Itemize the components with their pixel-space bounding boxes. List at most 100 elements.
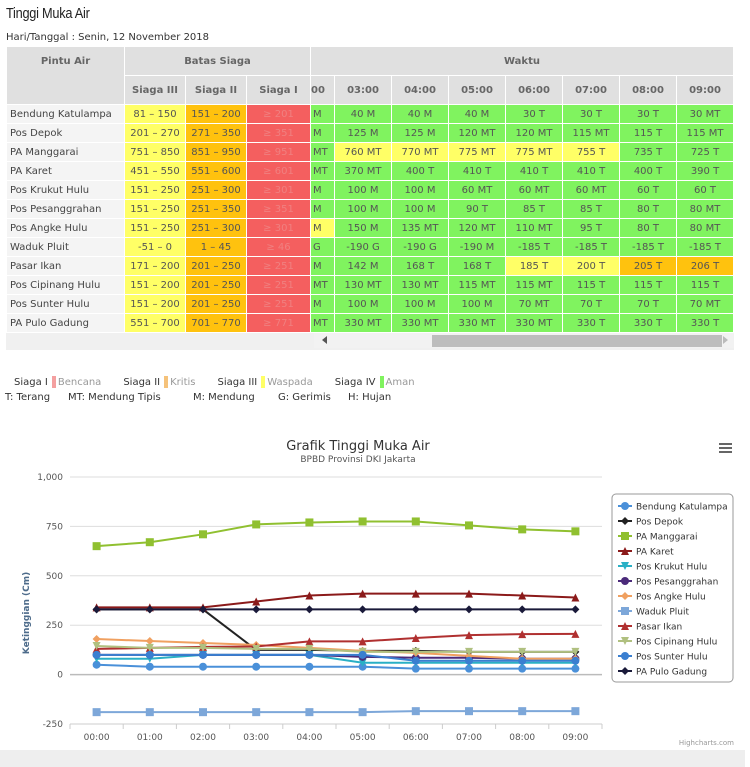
data-point[interactable] <box>518 647 527 656</box>
chart-legend-item[interactable]: Pos Cipinang Hulu <box>618 637 717 648</box>
data-point[interactable] <box>199 530 207 539</box>
data-point[interactable] <box>252 644 261 653</box>
chart-legend-item[interactable]: PA Pulo Gadung <box>618 667 707 678</box>
data-point[interactable] <box>252 520 261 529</box>
data-point[interactable] <box>518 605 527 614</box>
data-point[interactable] <box>92 660 101 669</box>
series-line[interactable] <box>96 608 576 653</box>
data-point[interactable] <box>92 542 101 551</box>
data-point[interactable] <box>305 650 314 659</box>
data-point[interactable] <box>305 644 314 653</box>
data-point[interactable] <box>465 605 473 614</box>
data-point[interactable] <box>199 708 207 717</box>
chart-legend-item[interactable]: PA Karet <box>618 547 674 558</box>
data-point[interactable] <box>465 589 473 598</box>
series-line[interactable] <box>96 653 576 664</box>
scrollbar-thumb[interactable] <box>432 335 722 347</box>
chart-legend-item[interactable]: Pos Angke Hulu <box>618 592 706 603</box>
data-point[interactable] <box>305 708 314 717</box>
chart-legend-item[interactable]: PA Manggarai <box>618 532 698 543</box>
data-point[interactable] <box>92 650 101 659</box>
data-point[interactable] <box>92 641 101 650</box>
data-point[interactable] <box>252 708 261 717</box>
chart-credits[interactable]: Highcharts.com <box>679 739 734 747</box>
chart-legend-item[interactable]: Pos Depok <box>618 517 684 528</box>
data-point[interactable] <box>92 635 101 644</box>
data-point[interactable] <box>411 656 420 665</box>
data-point[interactable] <box>92 605 101 614</box>
chart-legend-item[interactable]: Pasar Ikan <box>618 622 682 633</box>
series-line[interactable] <box>96 653 576 662</box>
data-point[interactable] <box>305 605 314 614</box>
data-point[interactable] <box>518 591 527 600</box>
data-point[interactable] <box>252 662 261 671</box>
chart-legend-item[interactable]: Waduk Pluit <box>618 607 689 618</box>
chart-legend-item[interactable]: Pos Sunter Hulu <box>618 652 708 663</box>
data-point[interactable] <box>411 605 420 614</box>
data-point[interactable] <box>571 527 580 536</box>
hamburger-menu-icon[interactable] <box>719 443 732 453</box>
data-point[interactable] <box>411 517 420 526</box>
data-point[interactable] <box>571 664 580 673</box>
data-point[interactable] <box>145 650 154 659</box>
data-point[interactable] <box>571 593 580 602</box>
data-point[interactable] <box>145 708 154 717</box>
data-point[interactable] <box>145 538 154 547</box>
data-point[interactable] <box>411 664 420 673</box>
data-point[interactable] <box>252 597 261 606</box>
data-point[interactable] <box>252 605 261 614</box>
data-point[interactable] <box>305 518 314 527</box>
data-point[interactable] <box>145 637 154 646</box>
data-point[interactable] <box>571 647 580 656</box>
data-point[interactable] <box>358 637 367 646</box>
data-point[interactable] <box>358 589 367 598</box>
chart-legend-item[interactable]: Pos Krukut Hulu <box>618 562 707 573</box>
data-point[interactable] <box>358 650 367 659</box>
data-point[interactable] <box>518 707 527 716</box>
data-point[interactable] <box>465 647 473 656</box>
series-line[interactable] <box>96 520 576 548</box>
data-point[interactable] <box>465 707 473 716</box>
series-line[interactable] <box>96 663 576 670</box>
data-point[interactable] <box>411 647 420 656</box>
data-point[interactable] <box>305 591 314 600</box>
data-point[interactable] <box>518 656 527 665</box>
data-point[interactable] <box>92 708 101 717</box>
data-point[interactable] <box>411 589 420 598</box>
data-point[interactable] <box>411 634 420 643</box>
scroll-right-arrow-icon[interactable] <box>723 336 728 344</box>
chart-legend-item[interactable]: Bendung Katulampa <box>618 502 728 513</box>
data-point[interactable] <box>145 605 154 614</box>
data-point[interactable] <box>518 664 527 673</box>
data-point[interactable] <box>199 643 207 652</box>
data-point[interactable] <box>305 637 314 646</box>
scroll-left-arrow-icon[interactable] <box>322 336 327 344</box>
data-point[interactable] <box>571 629 580 638</box>
data-point[interactable] <box>358 658 367 667</box>
data-point[interactable] <box>358 517 367 526</box>
data-point[interactable] <box>571 605 580 614</box>
data-point[interactable] <box>358 708 367 717</box>
series-line[interactable] <box>96 644 576 653</box>
data-point[interactable] <box>571 656 580 665</box>
data-point[interactable] <box>518 630 527 639</box>
data-point[interactable] <box>252 650 261 659</box>
data-point[interactable] <box>465 521 473 530</box>
chart-legend-item[interactable]: Pos Pesanggrahan <box>618 577 718 588</box>
data-point[interactable] <box>358 605 367 614</box>
series-line[interactable] <box>96 592 576 609</box>
data-point[interactable] <box>145 662 154 671</box>
data-point[interactable] <box>411 707 420 716</box>
data-point[interactable] <box>465 664 473 673</box>
data-point[interactable] <box>305 662 314 671</box>
series-line[interactable] <box>96 710 576 714</box>
data-point[interactable] <box>145 643 154 652</box>
data-point[interactable] <box>465 631 473 640</box>
data-point[interactable] <box>518 525 527 534</box>
data-point[interactable] <box>465 656 473 665</box>
data-point[interactable] <box>571 707 580 716</box>
data-point[interactable] <box>199 662 207 671</box>
data-point[interactable] <box>199 650 207 659</box>
table-horizontal-scrollbar[interactable] <box>314 333 734 348</box>
data-point[interactable] <box>199 605 207 614</box>
